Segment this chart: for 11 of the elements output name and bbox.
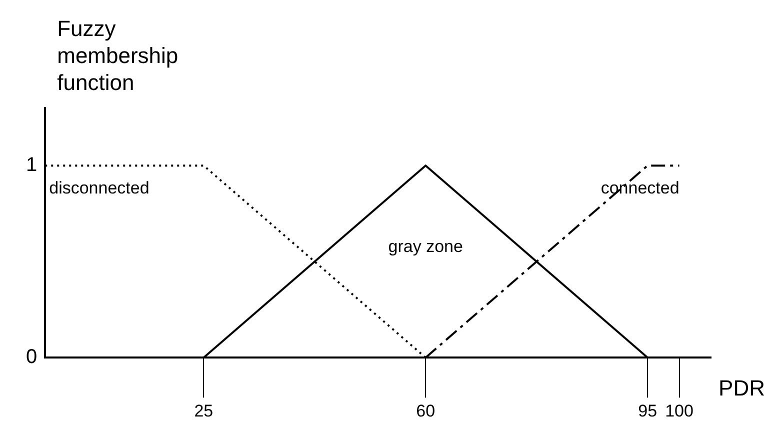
y-axis-title: Fuzzy membership function xyxy=(57,16,178,95)
x-tick-label: 60 xyxy=(416,401,436,420)
x-tick-label: 100 xyxy=(665,401,694,420)
x-tick-label: 25 xyxy=(194,401,214,420)
y-tick-label: 0 xyxy=(26,346,38,368)
series-label: gray zone xyxy=(388,237,463,256)
series-label: connected xyxy=(600,178,680,198)
x-tick-label: 95 xyxy=(638,401,658,420)
y-tick-label: 1 xyxy=(26,154,38,176)
series-label: disconnected xyxy=(49,178,150,198)
x-axis-title: PDR xyxy=(718,376,765,401)
